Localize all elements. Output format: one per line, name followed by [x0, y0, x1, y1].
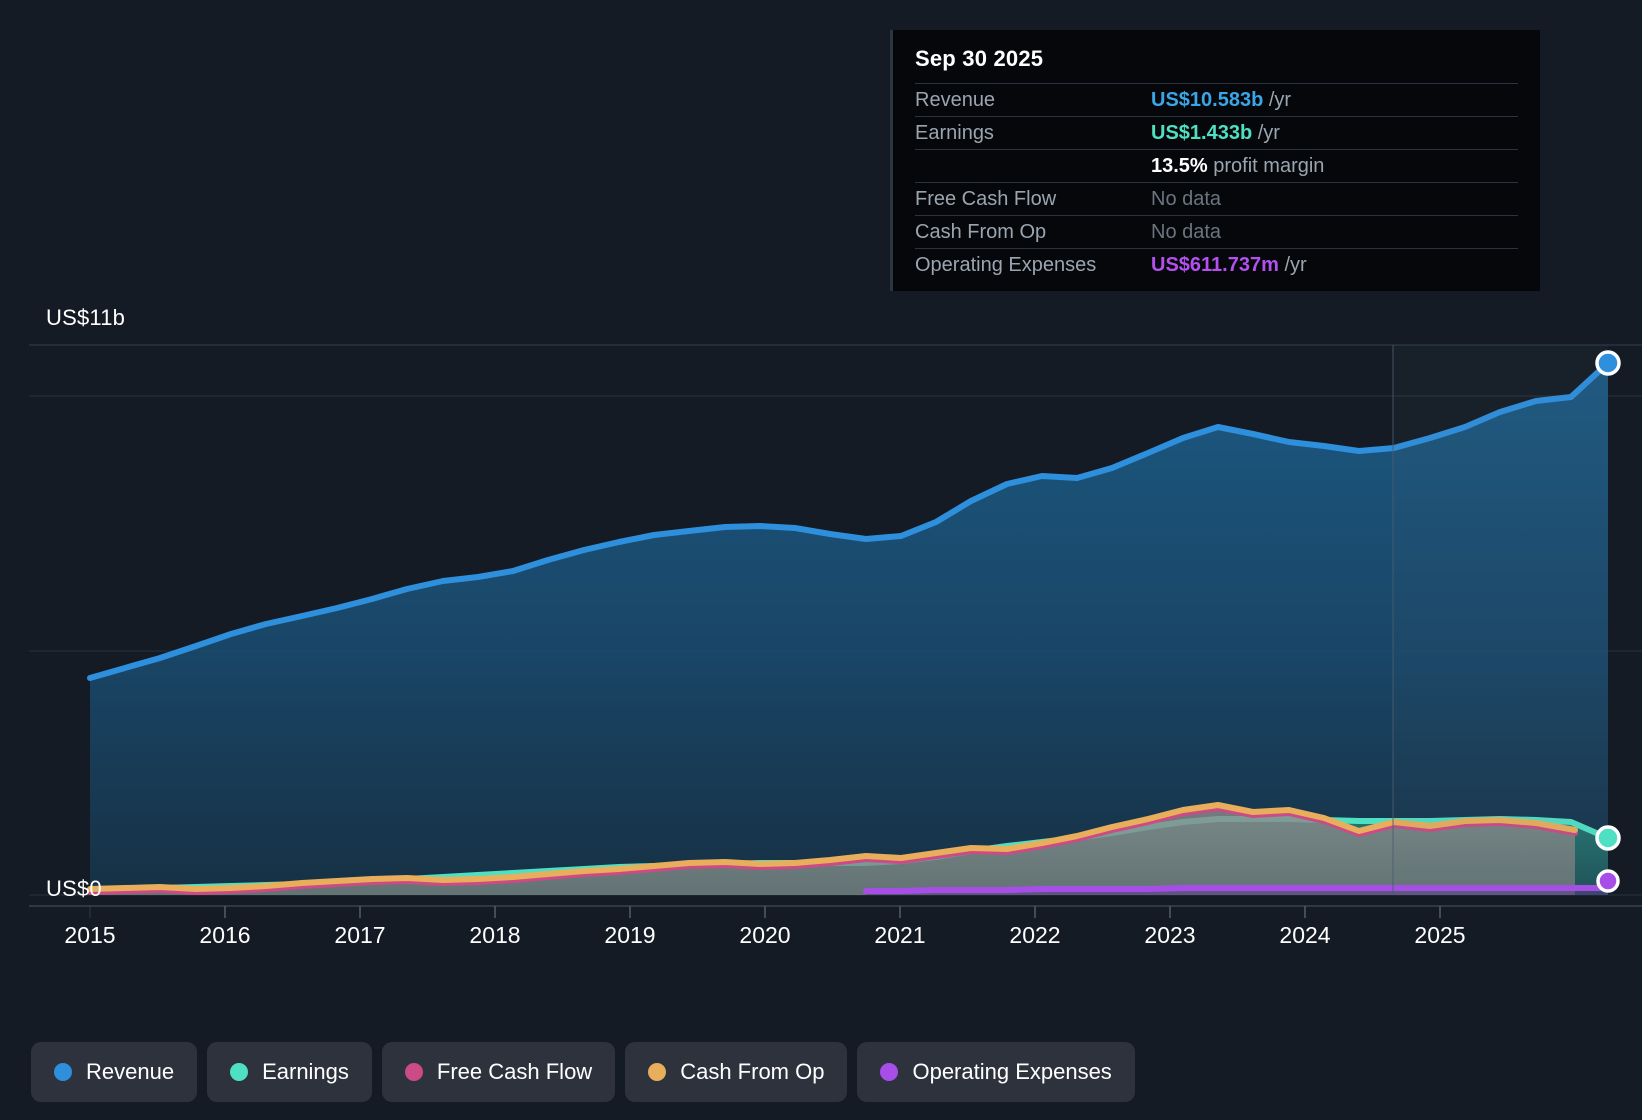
tooltip-row-value: US$611.737m /yr: [1151, 253, 1307, 276]
legend-item-label: Free Cash Flow: [436, 1059, 593, 1084]
forecast-band: [1393, 345, 1608, 895]
x-axis-label-2024: 2024: [1279, 922, 1331, 948]
chart-tooltip: Sep 30 2025 Revenue US$10.583b /yr Earning…: [890, 30, 1540, 291]
tooltip-row: Cash From Op No data: [915, 215, 1518, 248]
legend-dot-icon: [648, 1063, 667, 1081]
operating-expenses-line: [863, 885, 1611, 894]
tooltip-row: Earnings US$1.433b /yr: [915, 116, 1518, 149]
revenue-area: [90, 363, 1608, 895]
x-axis-label-2021: 2021: [874, 922, 926, 948]
x-axis-label-2020: 2020: [739, 922, 791, 948]
legend-dot-icon: [230, 1063, 249, 1081]
tooltip-row-value: 13.5% profit margin: [1151, 154, 1325, 177]
legend-dot-icon: [404, 1063, 423, 1081]
legend-dot-icon: [54, 1063, 72, 1081]
legend-item-label: Operating Expenses: [912, 1059, 1112, 1084]
operating-expenses-endpoint-marker[interactable]: [1596, 869, 1620, 893]
legend-item-label: Revenue: [86, 1059, 175, 1084]
revenue-endpoint-marker[interactable]: [1595, 350, 1621, 376]
y-axis-label-top: US$11b: [46, 305, 126, 330]
legend-item-free-cash-flow[interactable]: Free Cash Flow: [381, 1042, 616, 1102]
tooltip-row-value: US$1.433b /yr: [1151, 121, 1280, 144]
y-axis-label-zero: US$0: [46, 876, 102, 901]
x-axis-label-2023: 2023: [1144, 922, 1196, 948]
x-axis: [29, 905, 1642, 918]
legend-item-cash-from-op[interactable]: Cash From Op: [625, 1042, 848, 1102]
tooltip-row-value: No data: [1151, 220, 1222, 243]
tooltip-row-label: Free Cash Flow: [915, 187, 1057, 210]
tooltip-date: Sep 30 2025: [915, 46, 1044, 71]
tooltip-row-label: Cash From Op: [915, 220, 1047, 243]
x-axis-label-2016: 2016: [199, 922, 251, 948]
tooltip-row: Operating Expenses US$611.737m /yr: [915, 248, 1518, 281]
tooltip-row-label: Operating Expenses: [915, 253, 1097, 276]
tooltip-row: Revenue US$10.583b /yr: [915, 83, 1518, 116]
legend-item-label: Earnings: [262, 1059, 349, 1084]
x-axis-label-2022: 2022: [1009, 922, 1061, 948]
tooltip-row-label: Earnings: [915, 121, 994, 144]
tooltip-row-value: No data: [1151, 187, 1222, 210]
x-axis-label-2018: 2018: [469, 922, 521, 948]
revenue-line: [87, 360, 1611, 681]
earnings-endpoint-marker[interactable]: [1595, 825, 1621, 851]
x-axis-label-2019: 2019: [604, 922, 656, 948]
cash-from-op-area: [90, 808, 1575, 895]
tooltip-row-value: US$10.583b /yr: [1151, 88, 1292, 111]
tooltip-row: Free Cash Flow No data: [915, 182, 1518, 215]
legend-dot-icon: [880, 1063, 899, 1081]
tooltip-row-label: Revenue: [915, 88, 996, 111]
x-axis-label-2017: 2017: [334, 922, 386, 948]
legend-item-operating-expenses[interactable]: Operating Expenses: [857, 1042, 1135, 1102]
legend-item-label: Cash From Op: [680, 1059, 825, 1084]
tooltip-rows: Revenue US$10.583b /yr Earnings US$1.433b /…: [915, 83, 1518, 281]
tooltip-row: 13.5% profit margin: [915, 149, 1518, 182]
chart-legend: Revenue Earnings Free Cash Flow Cash From O…: [31, 1042, 1135, 1102]
legend-item-revenue[interactable]: Revenue: [31, 1042, 198, 1102]
x-axis-label-2025: 2025: [1414, 922, 1466, 948]
x-axis-label-2015: 2015: [64, 922, 116, 948]
endpoint-markers[interactable]: [1595, 350, 1621, 893]
cash-from-op-line: [87, 802, 1578, 892]
legend-item-earnings[interactable]: Earnings: [207, 1042, 372, 1102]
